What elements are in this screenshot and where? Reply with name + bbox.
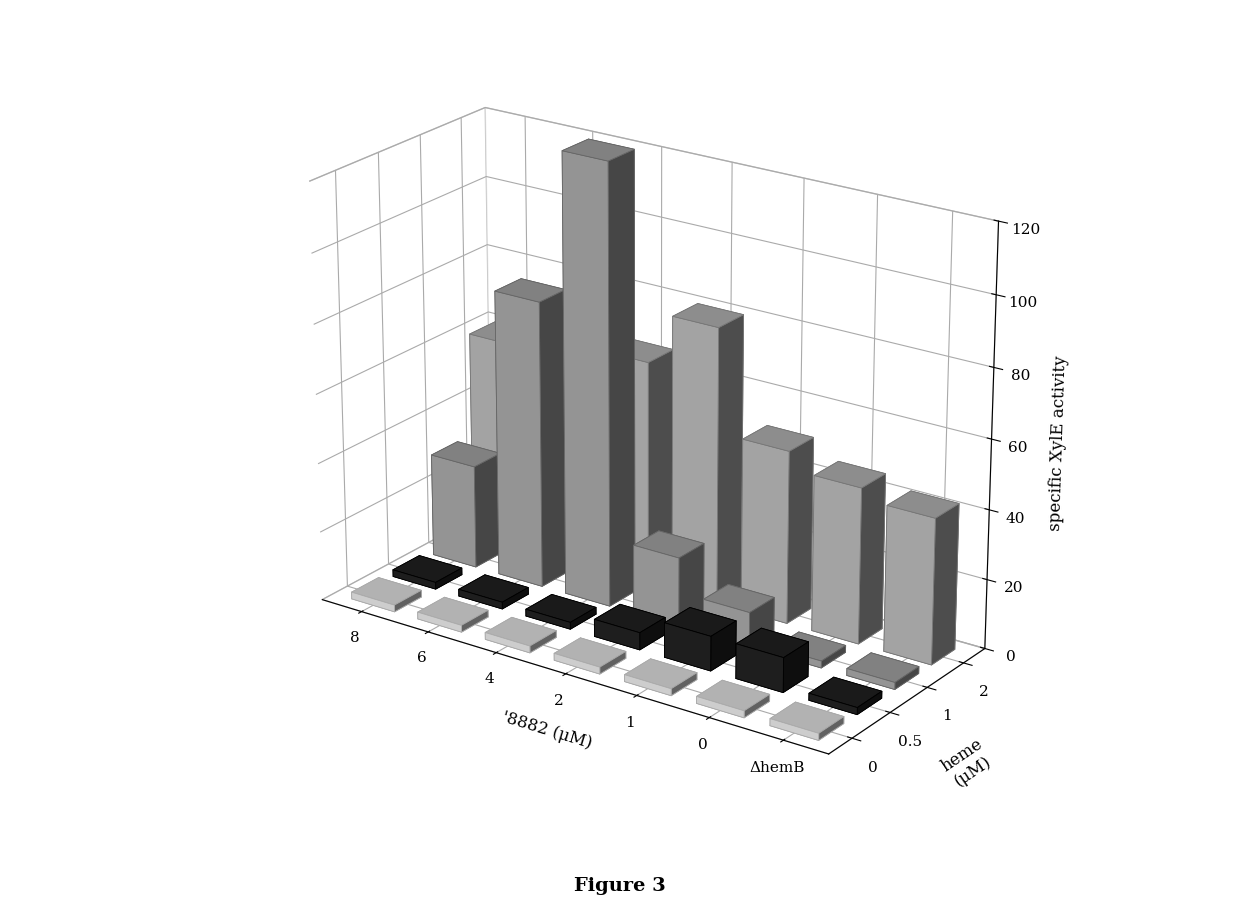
Y-axis label: heme
(μM): heme (μM) xyxy=(937,735,997,792)
X-axis label: '8882 (μM): '8882 (μM) xyxy=(500,709,594,753)
Text: Figure 3: Figure 3 xyxy=(574,878,666,895)
